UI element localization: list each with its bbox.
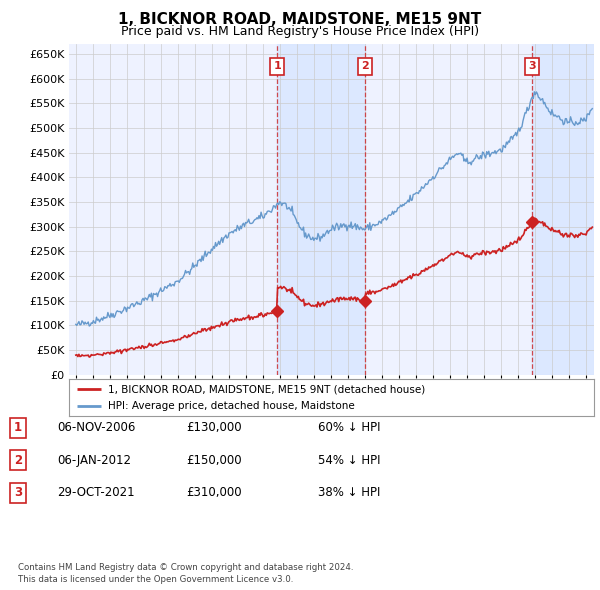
- Text: £130,000: £130,000: [186, 421, 242, 434]
- Text: 1, BICKNOR ROAD, MAIDSTONE, ME15 9NT: 1, BICKNOR ROAD, MAIDSTONE, ME15 9NT: [118, 12, 482, 27]
- Text: 60% ↓ HPI: 60% ↓ HPI: [318, 421, 380, 434]
- Text: 3: 3: [528, 61, 535, 71]
- Text: £150,000: £150,000: [186, 454, 242, 467]
- Text: Price paid vs. HM Land Registry's House Price Index (HPI): Price paid vs. HM Land Registry's House …: [121, 25, 479, 38]
- Text: 1: 1: [273, 61, 281, 71]
- Text: 2: 2: [361, 61, 369, 71]
- Text: Contains HM Land Registry data © Crown copyright and database right 2024.
This d: Contains HM Land Registry data © Crown c…: [18, 563, 353, 584]
- Text: 06-NOV-2006: 06-NOV-2006: [57, 421, 136, 434]
- Text: 2: 2: [14, 454, 22, 467]
- Text: HPI: Average price, detached house, Maidstone: HPI: Average price, detached house, Maid…: [109, 401, 355, 411]
- Text: 1: 1: [14, 421, 22, 434]
- Text: 1, BICKNOR ROAD, MAIDSTONE, ME15 9NT (detached house): 1, BICKNOR ROAD, MAIDSTONE, ME15 9NT (de…: [109, 384, 425, 394]
- Text: 38% ↓ HPI: 38% ↓ HPI: [318, 486, 380, 499]
- Bar: [277, 44, 365, 375]
- Text: £310,000: £310,000: [186, 486, 242, 499]
- Text: 54% ↓ HPI: 54% ↓ HPI: [318, 454, 380, 467]
- Bar: [532, 44, 594, 375]
- Text: 06-JAN-2012: 06-JAN-2012: [57, 454, 131, 467]
- Text: 29-OCT-2021: 29-OCT-2021: [57, 486, 134, 499]
- Text: 3: 3: [14, 486, 22, 499]
